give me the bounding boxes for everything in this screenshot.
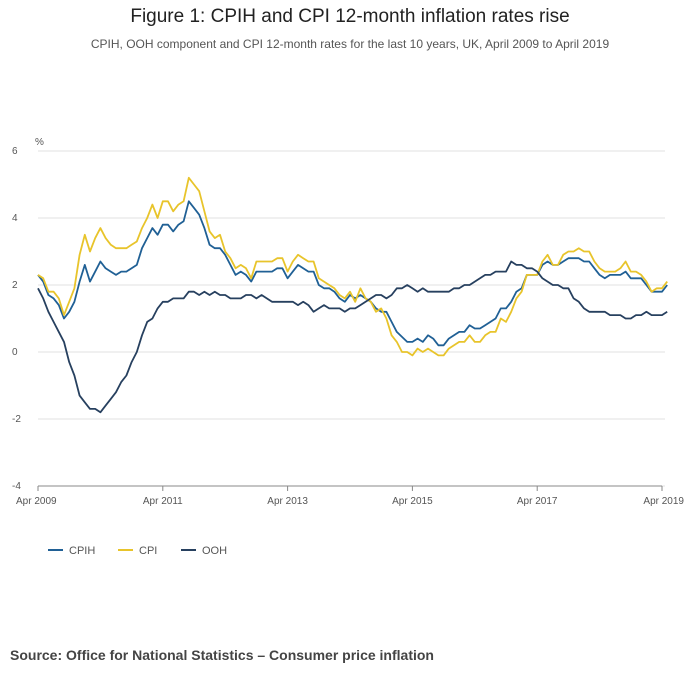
series-line-cpi [37, 176, 668, 357]
y-tick-label: 6 [12, 146, 18, 157]
y-tick-label: 4 [12, 213, 18, 224]
source-note: Source: Office for National Statistics –… [10, 647, 434, 663]
x-tick-label: Apr 2009 [16, 496, 57, 507]
legend-label-cpi: CPI [139, 545, 157, 557]
x-tick-label: Apr 2017 [517, 496, 558, 507]
chart-title: Figure 1: CPIH and CPI 12-month inflatio… [130, 6, 570, 27]
legend-label-cpih: CPIH [69, 545, 95, 557]
y-axis-unit-label: % [35, 137, 44, 148]
chart-subtitle: CPIH, OOH component and CPI 12-month rat… [90, 37, 610, 51]
y-axis: 6 4 2 0 -2 -4% [12, 137, 44, 492]
y-tick-label: 2 [12, 280, 18, 291]
series-lines [37, 176, 668, 414]
grid-lines [38, 150, 665, 487]
series-line-ooh [37, 260, 668, 414]
x-tick-label: Apr 2013 [267, 496, 308, 507]
legend: CPIH CPI OOH [48, 545, 227, 557]
y-tick-label: -4 [12, 481, 21, 492]
x-tick-label: Apr 2015 [392, 496, 433, 507]
x-tick-label: Apr 2019 [643, 496, 684, 507]
x-axis: Apr 2009 Apr 2011 Apr 2013 Apr 2015 Apr 2017… [16, 485, 684, 507]
y-tick-label: -2 [12, 414, 21, 425]
legend-label-ooh: OOH [202, 545, 227, 557]
y-tick-label: 0 [12, 347, 18, 358]
series-line-cpih [37, 200, 668, 347]
x-tick-label: Apr 2011 [143, 496, 183, 507]
